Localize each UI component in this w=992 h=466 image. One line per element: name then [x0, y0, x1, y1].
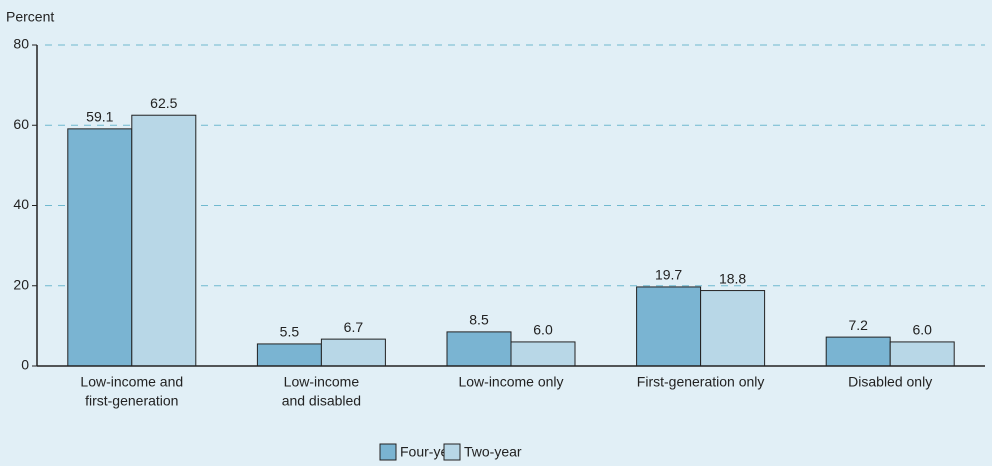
- bar: [446, 331, 512, 367]
- legend-label: Two-year: [464, 444, 522, 460]
- x-tick-label: first-generation: [85, 393, 178, 409]
- legend-swatch: [379, 443, 397, 461]
- legend-swatch: [443, 443, 461, 461]
- x-tick-label: Low-income only: [458, 374, 563, 390]
- value-label: 59.1: [86, 109, 113, 125]
- y-tick-label: 40: [13, 196, 29, 212]
- x-tick-label: Low-income: [284, 374, 360, 390]
- value-label: 62.5: [150, 95, 177, 111]
- y-tick-label: 0: [21, 357, 29, 373]
- bar: [825, 336, 891, 367]
- value-label: 7.2: [848, 317, 868, 333]
- bar: [67, 128, 133, 367]
- bar: [256, 343, 322, 367]
- bar: [700, 290, 766, 367]
- y-tick-label: 80: [13, 36, 29, 52]
- bar: [510, 341, 576, 367]
- x-tick-label: Low-income and: [80, 374, 183, 390]
- bar: [131, 114, 197, 367]
- y-axis-label: Percent: [6, 9, 54, 25]
- value-label: 6.0: [912, 322, 932, 338]
- y-tick-label: 60: [13, 116, 29, 132]
- y-tick-label: 20: [13, 276, 29, 292]
- value-label: 8.5: [469, 312, 489, 328]
- value-label: 6.0: [533, 322, 553, 338]
- x-tick-label: Disabled only: [848, 374, 932, 390]
- x-tick-label: First-generation only: [637, 374, 765, 390]
- value-label: 5.5: [280, 324, 300, 340]
- bar: [636, 286, 702, 367]
- bar: [889, 341, 955, 367]
- bar: [320, 338, 386, 367]
- value-label: 18.8: [719, 270, 746, 286]
- x-tick-label: and disabled: [282, 393, 361, 409]
- value-label: 19.7: [655, 267, 682, 283]
- value-label: 6.7: [344, 319, 364, 335]
